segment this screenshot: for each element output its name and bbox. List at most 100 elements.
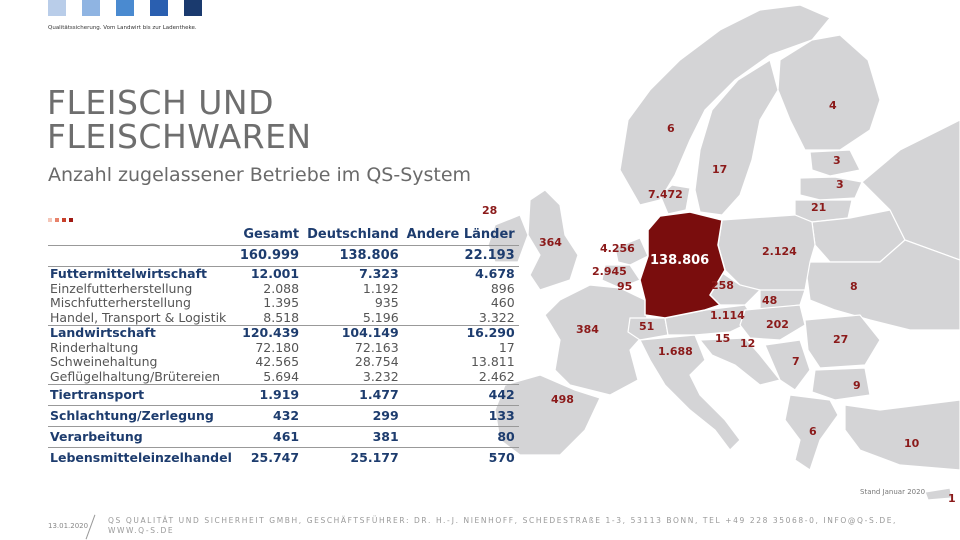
map-estonia (809, 149, 861, 177)
table-row: Tiertransport 1.919 1.477 442 (48, 384, 519, 406)
row-andere: 13.811 (470, 354, 515, 369)
map-germany (639, 211, 726, 319)
map-label-ukraine: 8 (850, 280, 858, 293)
row-deutschland: 381 (303, 426, 403, 448)
map-label-denmark: 7.472 (648, 188, 683, 201)
table-header-row: Gesamt Deutschland Andere Länder (48, 225, 519, 246)
map-label-norway: 6 (667, 122, 675, 135)
row-andere: 4.678 (475, 266, 515, 281)
page-title: FLEISCH UND FLEISCHWAREN (47, 86, 312, 154)
brand-block-2 (82, 0, 100, 16)
row-deutschland: 28.754 (354, 354, 399, 369)
map-netherlands (614, 237, 649, 266)
map-label-cyprus: 1 (948, 492, 956, 505)
row-gesamt: 12.001 (250, 266, 300, 281)
map-label-belgium: 2.945 (592, 265, 627, 278)
row-andere: 133 (402, 405, 519, 427)
row-label: Futtermittelwirtschaft (50, 266, 208, 281)
row-label: Lebensmitteleinzelhandel (48, 447, 236, 468)
map-label-czechia: 258 (711, 279, 734, 292)
map-label-netherlands: 4.256 (600, 242, 635, 255)
table-row: Landwirtschaft 120.439 104.149 16.290 (48, 325, 519, 341)
row-label: Verarbeitung (48, 426, 236, 448)
header-andere-laender: Andere Länder (406, 226, 515, 242)
footer: 13.01.2020 QS QUALITÄT UND SICHERHEIT GM… (48, 512, 928, 540)
decorative-dots (48, 218, 73, 222)
row-label: Landwirtschaft (48, 325, 236, 341)
footer-text: QS QUALITÄT UND SICHERHEIT GMBH, GESCHÄF… (108, 516, 898, 535)
map-label-lithuania: 21 (811, 201, 827, 214)
row-label: Handel, Transport & Logistik (50, 309, 227, 325)
row-deutschland: 7.323 (359, 266, 399, 281)
map-greece (784, 394, 839, 471)
footer-date: 13.01.2020 (48, 522, 89, 530)
total-deutschland: 138.806 (303, 245, 403, 267)
map-label-poland: 2.124 (762, 245, 797, 258)
page-title-line1: FLEISCH UND (47, 83, 274, 122)
map-label-italy: 1.688 (658, 345, 693, 358)
brand-block-3 (116, 0, 134, 16)
map-label-luxembourg: 95 (617, 280, 633, 293)
table-row: Schlachtung/Zerlegung 432 299 133 (48, 405, 519, 427)
row-deutschland: 5.196 (362, 309, 399, 325)
header-spacer (48, 225, 236, 246)
table-row: Geflügelhaltung/Brütereien 5.694 3.232 2… (48, 368, 519, 385)
brand-block-5 (184, 0, 202, 16)
row-deutschland: 3.232 (362, 368, 399, 384)
map-label-france: 384 (576, 323, 599, 336)
map-label-finland: 4 (829, 99, 837, 112)
header-gesamt: Gesamt (243, 226, 300, 242)
row-gesamt: 1.919 (235, 384, 304, 406)
map-latvia (799, 176, 863, 201)
brand-block-1 (48, 0, 66, 16)
map-bulgaria (811, 367, 871, 401)
map-label-sweden: 17 (712, 163, 728, 176)
brand-tagline: Qualitätssicherung. Vom Landwirt bis zur… (48, 25, 197, 31)
row-andere: 570 (402, 447, 519, 468)
total-label (48, 245, 236, 267)
row-andere: 80 (402, 426, 519, 448)
total-gesamt: 160.999 (235, 245, 304, 267)
table-row-total: 160.999 138.806 22.193 (48, 245, 519, 267)
row-gesamt: 461 (235, 426, 304, 448)
map-label-turkey: 10 (904, 437, 920, 450)
row-label: Schweinehaltung (50, 354, 158, 369)
row-gesamt: 72.180 (255, 339, 300, 355)
row-andere: 17 (498, 339, 515, 355)
map-label-serbia: 7 (792, 355, 800, 368)
row-gesamt: 25.747 (235, 447, 304, 468)
row-label: Einzelfutterherstellung (50, 280, 193, 296)
row-gesamt: 120.439 (235, 325, 304, 341)
row-deutschland: 935 (374, 295, 399, 310)
map-slovenia-croatia (698, 337, 782, 386)
europe-map (487, 4, 960, 501)
row-andere: 896 (490, 280, 515, 296)
map-label-slovenia: 15 (715, 332, 731, 345)
page-title-line2: FLEISCHWAREN (47, 117, 312, 156)
row-label: Schlachtung/Zerlegung (48, 405, 236, 427)
row-gesamt: 8.518 (263, 309, 300, 325)
map-label-bulgaria: 9 (853, 379, 861, 392)
row-gesamt: 5.694 (263, 368, 300, 384)
map-turkey (844, 399, 960, 471)
map-label-uk: 364 (539, 236, 562, 249)
dot-4 (69, 218, 73, 222)
map-italy (639, 334, 741, 451)
table-row: Verarbeitung 461 381 80 (48, 426, 519, 448)
row-label: Geflügelhaltung/Brütereien (50, 368, 221, 384)
row-andere: 2.462 (478, 368, 515, 384)
map-serbia (764, 339, 811, 391)
dot-1 (48, 218, 52, 222)
map-label-estonia1: 3 (833, 154, 841, 167)
map-russia (861, 119, 960, 261)
row-gesamt: 2.088 (263, 280, 300, 296)
row-gesamt: 42.565 (255, 354, 300, 369)
row-label: Tiertransport (48, 384, 236, 406)
row-gesamt: 1.395 (263, 295, 300, 310)
brand-color-bar (48, 0, 202, 16)
map-uk (527, 189, 579, 291)
map-ukraine (804, 239, 960, 331)
map-label-greece: 6 (809, 425, 817, 438)
row-deutschland: 72.163 (354, 339, 399, 355)
table-row: Rinderhaltung 72.180 72.163 17 (48, 339, 519, 356)
